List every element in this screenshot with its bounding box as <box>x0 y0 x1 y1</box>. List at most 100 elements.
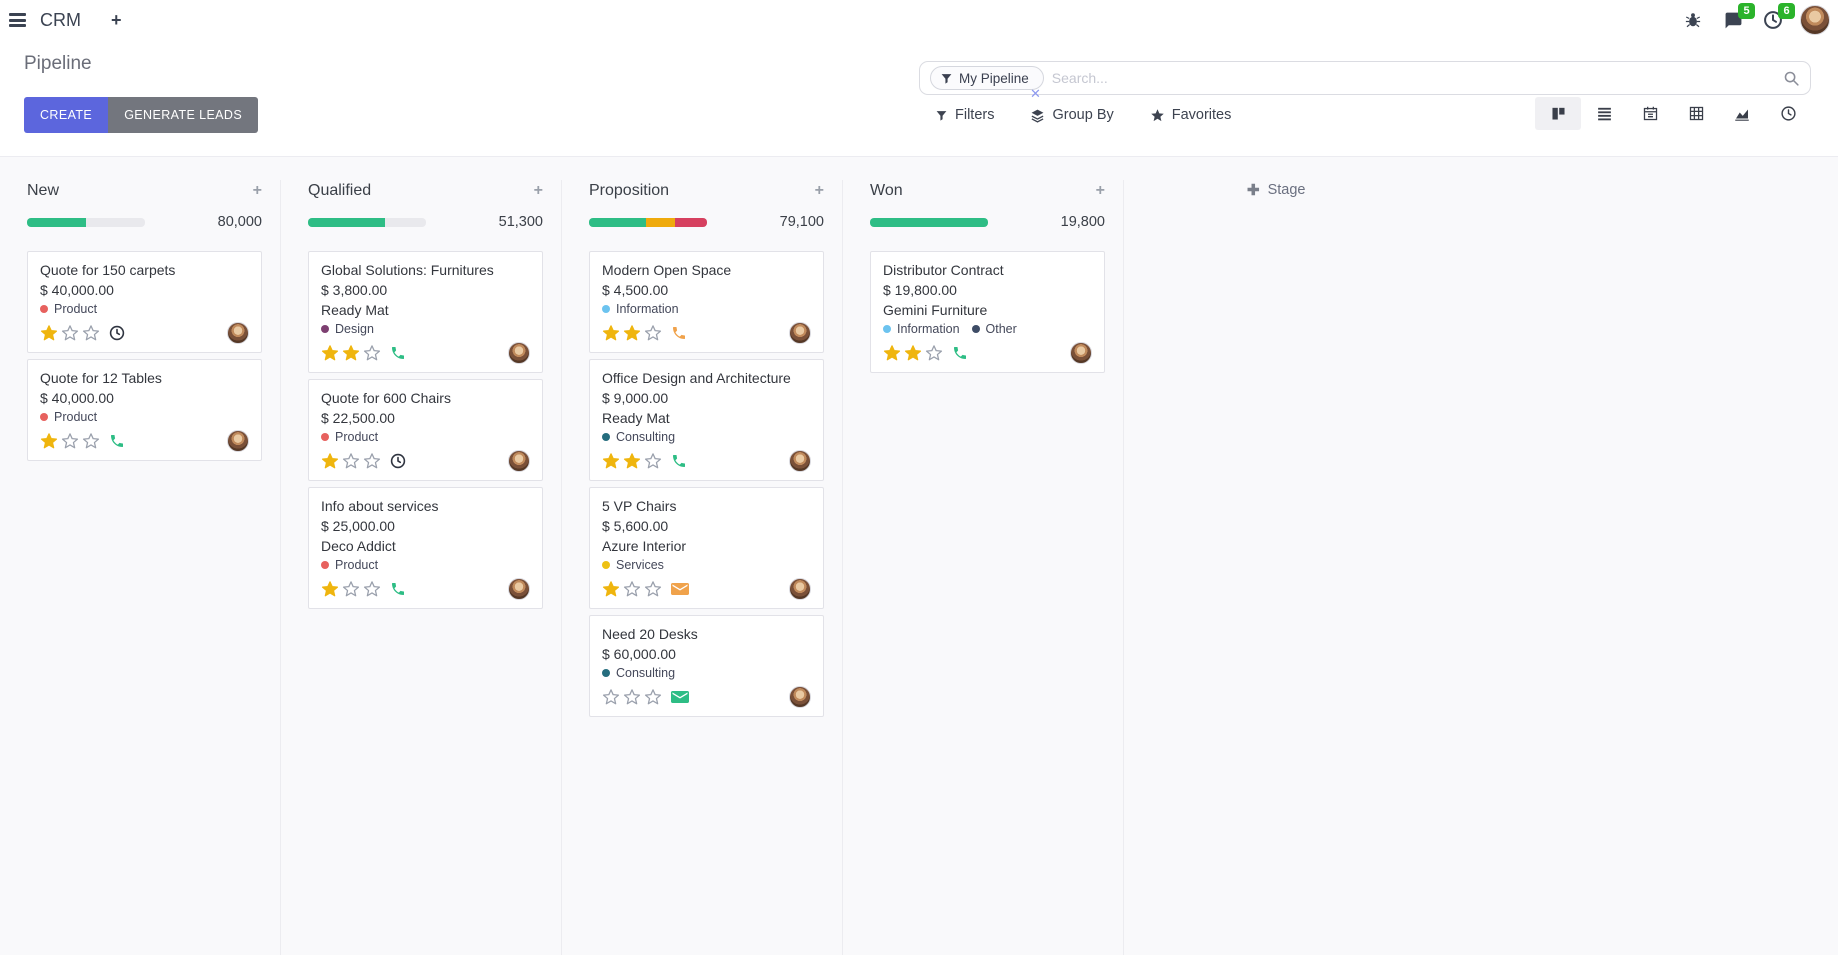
column-progressbar[interactable] <box>589 217 707 227</box>
activity-indicator[interactable] <box>390 345 406 361</box>
salesperson-avatar[interactable] <box>508 342 530 364</box>
priority-stars[interactable] <box>321 344 381 362</box>
tag-consulting[interactable]: Consulting <box>602 428 675 446</box>
salesperson-avatar[interactable] <box>789 450 811 472</box>
column-progressbar[interactable] <box>27 217 145 227</box>
star-empty-icon[interactable] <box>644 324 662 342</box>
kanban-card[interactable]: 5 VP Chairs $ 5,600.00 Azure Interior Se… <box>589 487 824 609</box>
star-empty-icon[interactable] <box>644 452 662 470</box>
salesperson-avatar[interactable] <box>227 430 249 452</box>
pivot-view-button[interactable] <box>1673 97 1719 130</box>
column-name[interactable]: Proposition <box>589 182 670 199</box>
star-filled-icon[interactable] <box>602 324 620 342</box>
search-icon[interactable] <box>1783 70 1800 87</box>
star-filled-icon[interactable] <box>321 452 339 470</box>
new-tab-plus-icon[interactable]: + <box>111 9 122 30</box>
star-empty-icon[interactable] <box>363 580 381 598</box>
tag-information[interactable]: Information <box>602 300 679 318</box>
star-empty-icon[interactable] <box>623 688 641 706</box>
tag-consulting[interactable]: Consulting <box>602 664 675 682</box>
calendar-view-button[interactable] <box>1627 97 1673 130</box>
salesperson-avatar[interactable] <box>789 322 811 344</box>
priority-stars[interactable] <box>321 452 381 470</box>
kanban-card[interactable]: Quote for 150 carpets $ 40,000.00 Produc… <box>27 251 262 353</box>
salesperson-avatar[interactable] <box>508 578 530 600</box>
column-name[interactable]: Won <box>870 182 903 199</box>
tag-design[interactable]: Design <box>321 320 374 338</box>
apps-menu-button[interactable] <box>0 0 34 40</box>
filters-button[interactable]: Filters <box>935 107 994 123</box>
star-empty-icon[interactable] <box>644 688 662 706</box>
star-filled-icon[interactable] <box>623 452 641 470</box>
kanban-card[interactable]: Office Design and Architecture $ 9,000.0… <box>589 359 824 481</box>
star-filled-icon[interactable] <box>602 580 620 598</box>
priority-stars[interactable] <box>602 324 662 342</box>
activity-indicator[interactable] <box>952 345 968 361</box>
star-empty-icon[interactable] <box>363 452 381 470</box>
star-filled-icon[interactable] <box>883 344 901 362</box>
kanban-card[interactable]: Quote for 12 Tables $ 40,000.00 Product <box>27 359 262 461</box>
activity-view-button[interactable] <box>1765 97 1811 130</box>
activity-indicator[interactable] <box>671 325 687 341</box>
kanban-card[interactable]: Modern Open Space $ 4,500.00 Information <box>589 251 824 353</box>
generate-leads-button[interactable]: GENERATE LEADS <box>108 97 259 133</box>
search-facet-my-pipeline[interactable]: My Pipeline <box>930 66 1044 90</box>
star-filled-icon[interactable] <box>342 344 360 362</box>
tag-product[interactable]: Product <box>40 408 97 426</box>
priority-stars[interactable] <box>883 344 943 362</box>
priority-stars[interactable] <box>321 580 381 598</box>
messages-button[interactable]: 5 <box>1720 3 1755 33</box>
salesperson-avatar[interactable] <box>508 450 530 472</box>
quick-add-icon[interactable]: + <box>533 182 543 199</box>
activity-indicator[interactable] <box>109 325 125 341</box>
column-name[interactable]: New <box>27 182 60 199</box>
star-empty-icon[interactable] <box>61 432 79 450</box>
tag-other[interactable]: Other <box>971 320 1017 338</box>
kanban-card[interactable]: Global Solutions: Furnitures $ 3,800.00 … <box>308 251 543 373</box>
app-title[interactable]: CRM <box>40 9 81 30</box>
kanban-card[interactable]: Info about services $ 25,000.00 Deco Add… <box>308 487 543 609</box>
star-empty-icon[interactable] <box>342 452 360 470</box>
search-bar[interactable]: My Pipeline ✕ <box>919 61 1811 100</box>
salesperson-avatar[interactable] <box>789 578 811 600</box>
salesperson-avatar[interactable] <box>227 322 249 344</box>
priority-stars[interactable] <box>602 688 662 706</box>
priority-stars[interactable] <box>40 324 100 342</box>
column-name[interactable]: Qualified <box>308 182 372 199</box>
salesperson-avatar[interactable] <box>789 686 811 708</box>
quick-add-icon[interactable]: + <box>814 182 824 199</box>
star-filled-icon[interactable] <box>321 580 339 598</box>
quick-add-icon[interactable]: + <box>252 182 262 199</box>
priority-stars[interactable] <box>602 580 662 598</box>
activity-indicator[interactable] <box>390 581 406 597</box>
activity-indicator[interactable] <box>671 453 687 469</box>
kanban-card[interactable]: Quote for 600 Chairs $ 22,500.00 Product <box>308 379 543 481</box>
graph-view-button[interactable] <box>1719 97 1765 130</box>
star-filled-icon[interactable] <box>321 344 339 362</box>
priority-stars[interactable] <box>602 452 662 470</box>
group-by-button[interactable]: Group By <box>1030 107 1114 123</box>
kanban-card[interactable]: Distributor Contract $ 19,800.00 Gemini … <box>870 251 1105 373</box>
user-avatar[interactable] <box>1800 5 1830 35</box>
star-empty-icon[interactable] <box>623 580 641 598</box>
quick-add-icon[interactable]: + <box>1095 182 1105 199</box>
star-empty-icon[interactable] <box>644 580 662 598</box>
activity-indicator[interactable] <box>109 433 125 449</box>
create-button[interactable]: CREATE <box>24 97 109 133</box>
salesperson-avatar[interactable] <box>1070 342 1092 364</box>
add-stage-button[interactable]: ✚ Stage <box>1247 181 1305 199</box>
star-filled-icon[interactable] <box>602 452 620 470</box>
tag-product[interactable]: Product <box>321 428 378 446</box>
star-empty-icon[interactable] <box>82 324 100 342</box>
star-empty-icon[interactable] <box>602 688 620 706</box>
activity-indicator[interactable] <box>671 689 689 705</box>
star-filled-icon[interactable] <box>904 344 922 362</box>
star-filled-icon[interactable] <box>40 324 58 342</box>
activity-indicator[interactable] <box>390 453 406 469</box>
tag-information[interactable]: Information <box>883 320 960 338</box>
list-view-button[interactable] <box>1581 97 1627 130</box>
star-empty-icon[interactable] <box>925 344 943 362</box>
column-progressbar[interactable] <box>308 217 426 227</box>
tag-services[interactable]: Services <box>602 556 664 574</box>
search-input[interactable] <box>1051 70 1777 86</box>
